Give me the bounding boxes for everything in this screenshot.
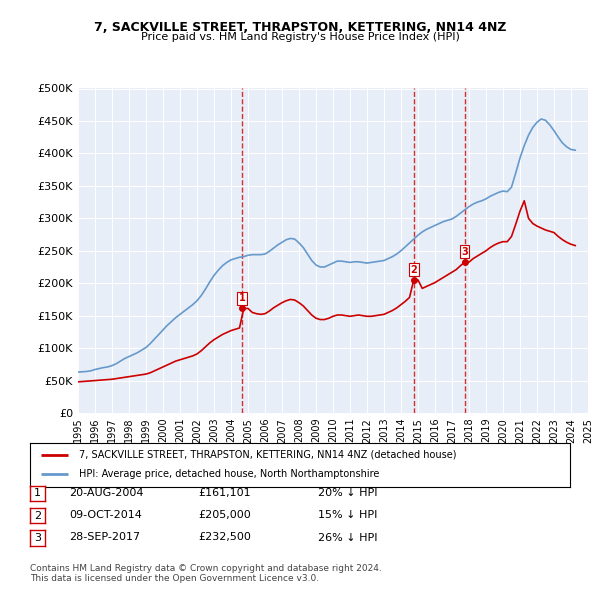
Text: 1: 1 (34, 489, 41, 498)
Text: Contains HM Land Registry data © Crown copyright and database right 2024.
This d: Contains HM Land Registry data © Crown c… (30, 563, 382, 583)
Text: £232,500: £232,500 (198, 533, 251, 542)
Text: 3: 3 (461, 247, 468, 257)
Text: 3: 3 (34, 533, 41, 543)
Text: 20-AUG-2004: 20-AUG-2004 (69, 488, 143, 497)
Text: 2: 2 (411, 265, 418, 275)
Text: 09-OCT-2014: 09-OCT-2014 (69, 510, 142, 520)
Text: 1: 1 (239, 293, 245, 303)
Text: £205,000: £205,000 (198, 510, 251, 520)
Text: Price paid vs. HM Land Registry's House Price Index (HPI): Price paid vs. HM Land Registry's House … (140, 32, 460, 42)
Text: 15% ↓ HPI: 15% ↓ HPI (318, 510, 377, 520)
Text: 7, SACKVILLE STREET, THRAPSTON, KETTERING, NN14 4NZ: 7, SACKVILLE STREET, THRAPSTON, KETTERIN… (94, 21, 506, 34)
Text: 7, SACKVILLE STREET, THRAPSTON, KETTERING, NN14 4NZ (detached house): 7, SACKVILLE STREET, THRAPSTON, KETTERIN… (79, 450, 456, 460)
Text: 28-SEP-2017: 28-SEP-2017 (69, 533, 140, 542)
Text: 2: 2 (34, 511, 41, 520)
Text: HPI: Average price, detached house, North Northamptonshire: HPI: Average price, detached house, Nort… (79, 470, 379, 479)
Text: 20% ↓ HPI: 20% ↓ HPI (318, 488, 377, 497)
Text: £161,101: £161,101 (198, 488, 251, 497)
Text: 26% ↓ HPI: 26% ↓ HPI (318, 533, 377, 542)
